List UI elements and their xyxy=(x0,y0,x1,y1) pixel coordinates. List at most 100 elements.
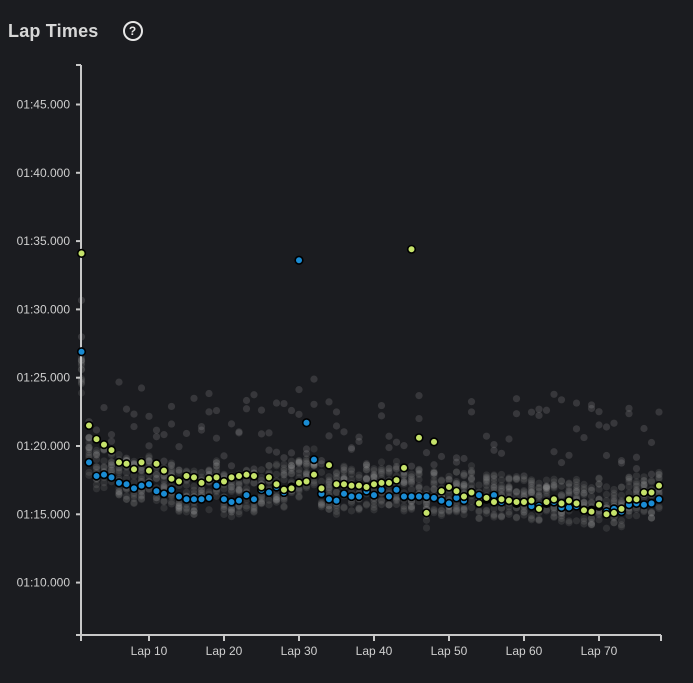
field-lap-point xyxy=(535,488,543,496)
field-lap-point xyxy=(280,471,288,479)
field-lap-point xyxy=(580,514,588,523)
field-lap-point xyxy=(655,470,663,478)
field-lap-point xyxy=(130,457,138,465)
field-lap-point xyxy=(175,499,183,508)
field-lap-point xyxy=(482,473,491,481)
field-lap-point xyxy=(347,475,356,483)
field-lap-point xyxy=(587,521,596,529)
field-lap-point xyxy=(100,403,108,412)
field-lap-point xyxy=(512,475,521,484)
field-lap-point xyxy=(130,499,138,508)
field-lap-point xyxy=(287,461,296,469)
field-lap-point xyxy=(212,488,221,496)
field-lap-point xyxy=(655,503,663,511)
field-lap-point xyxy=(535,479,543,487)
field-lap-point xyxy=(175,504,183,512)
lap-point xyxy=(91,434,102,444)
lap-point xyxy=(339,479,349,489)
field-lap-point xyxy=(302,455,311,463)
field-lap-point xyxy=(602,496,611,505)
lap-point xyxy=(189,494,199,504)
field-lap-point xyxy=(475,506,483,515)
field-lap-point xyxy=(640,481,648,489)
field-lap-point xyxy=(190,503,198,511)
field-lap-point xyxy=(167,498,176,506)
field-lap-point xyxy=(92,485,101,493)
field-lap-point xyxy=(287,469,296,478)
field-lap-point xyxy=(190,486,198,494)
y-tick-label: 01:25.000 xyxy=(17,371,71,385)
field-lap-point xyxy=(347,507,356,515)
field-lap-point xyxy=(235,428,243,436)
field-lap-point xyxy=(595,480,603,488)
field-lap-point xyxy=(145,458,153,466)
field-lap-point xyxy=(452,479,461,487)
field-lap-point xyxy=(452,477,461,486)
field-lap-point xyxy=(287,406,296,415)
field-lap-point xyxy=(415,414,423,423)
field-lap-point xyxy=(602,524,611,532)
field-lap-point xyxy=(130,422,138,431)
field-lap-point xyxy=(295,459,303,467)
field-lap-point xyxy=(400,507,408,515)
lap-point xyxy=(151,486,162,496)
field-lap-point xyxy=(137,466,146,474)
field-lap-point xyxy=(325,478,333,486)
field-lap-point xyxy=(467,408,476,416)
field-lap-point xyxy=(490,471,498,479)
field-lap-point xyxy=(332,470,341,478)
field-lap-point xyxy=(325,484,333,492)
field-lap-point xyxy=(370,503,378,511)
field-lap-point xyxy=(392,493,401,502)
field-lap-point xyxy=(557,482,566,490)
field-lap-point xyxy=(385,469,393,477)
field-lap-point xyxy=(610,489,618,497)
field-lap-point xyxy=(280,503,288,511)
y-tick-label: 01:30.000 xyxy=(17,302,71,316)
lap-point xyxy=(384,491,394,502)
field-lap-point xyxy=(85,434,93,442)
field-lap-point xyxy=(550,505,558,513)
field-lap-point xyxy=(107,467,116,475)
question-circle-icon[interactable]: ? xyxy=(122,21,143,41)
field-lap-point xyxy=(325,483,333,491)
field-lap-point xyxy=(92,455,101,464)
lap-point xyxy=(639,487,649,498)
field-lap-point xyxy=(227,487,236,496)
field-lap-point xyxy=(535,515,543,523)
field-lap-point xyxy=(617,457,626,465)
field-lap-point xyxy=(460,510,468,519)
x-tick-label: Lap 30 xyxy=(281,644,318,658)
lap-point xyxy=(601,509,612,519)
field-lap-point xyxy=(647,508,656,516)
field-lap-point xyxy=(400,478,408,487)
field-lap-point xyxy=(115,491,123,499)
field-lap-point xyxy=(542,406,551,414)
field-lap-point xyxy=(227,420,236,428)
field-lap-point xyxy=(250,479,258,487)
field-lap-point xyxy=(655,468,663,477)
field-lap-point xyxy=(482,478,491,486)
field-lap-point xyxy=(490,481,498,489)
field-lap-point xyxy=(542,507,551,515)
lap-point xyxy=(369,479,379,489)
field-lap-point xyxy=(257,476,266,485)
field-lap-point xyxy=(632,480,641,488)
field-lap-point xyxy=(137,475,146,483)
field-lap-point xyxy=(482,481,491,489)
field-lap-point xyxy=(572,491,581,500)
field-lap-point xyxy=(355,506,363,514)
field-lap-point xyxy=(527,514,536,522)
field-lap-point xyxy=(325,502,333,510)
field-lap-point xyxy=(227,483,236,491)
field-lap-point xyxy=(377,401,386,410)
field-lap-point xyxy=(587,498,596,506)
field-lap-point xyxy=(145,412,153,420)
field-lap-point xyxy=(505,474,513,482)
field-lap-point xyxy=(152,474,161,482)
field-lap-point xyxy=(220,505,228,514)
field-lap-point xyxy=(407,476,416,485)
field-lap-point xyxy=(272,493,281,501)
field-lap-point xyxy=(647,514,656,522)
field-lap-point xyxy=(302,459,311,467)
